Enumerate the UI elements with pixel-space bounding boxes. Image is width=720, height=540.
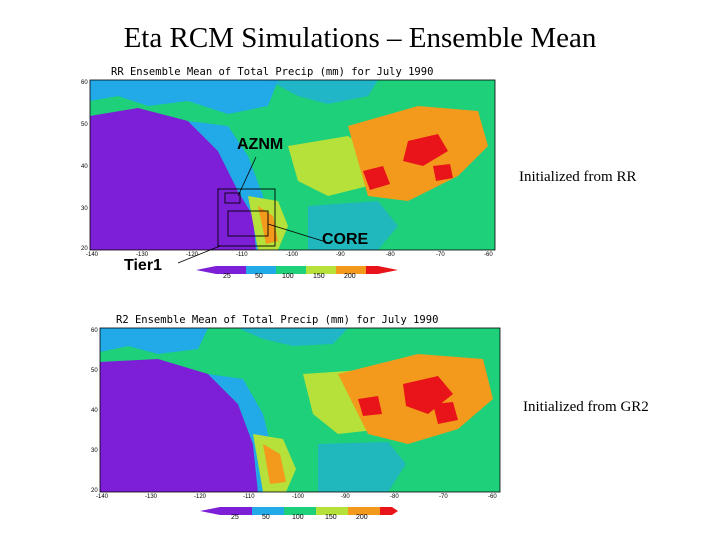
legend-value: 25 — [223, 273, 231, 280]
lat-tick: 40 — [91, 408, 98, 414]
lon-tick: -90 — [336, 252, 345, 258]
lon-tick: -140 — [96, 494, 109, 500]
legend-value: 25 — [231, 514, 239, 521]
lon-tick: -120 — [186, 252, 199, 258]
lon-tick: -110 — [236, 252, 248, 258]
lon-tick: -80 — [390, 494, 399, 500]
lon-tick: -110 — [243, 494, 255, 500]
legend-value: 150 — [313, 273, 325, 280]
color-legend: 25 50 100 150 200 — [196, 266, 398, 280]
panel-caption: R2 Ensemble Mean of Total Precip (mm) fo… — [116, 314, 439, 326]
lat-tick: 30 — [91, 448, 98, 454]
lon-tick: -130 — [145, 494, 158, 500]
lon-tick: -70 — [436, 252, 445, 258]
legend-value: 50 — [262, 514, 270, 521]
legend-value: 50 — [255, 273, 263, 280]
lon-tick: -100 — [292, 494, 305, 500]
color-legend: 25 50 100 150 200 — [200, 507, 398, 521]
tier1-label: Tier1 — [124, 257, 162, 274]
lon-tick: -80 — [386, 252, 395, 258]
lon-tick: -90 — [341, 494, 350, 500]
panel-caption: RR Ensemble Mean of Total Precip (mm) fo… — [111, 66, 434, 78]
lat-tick: 20 — [81, 246, 88, 252]
lat-tick: 50 — [81, 122, 88, 128]
lat-tick: 20 — [91, 488, 98, 494]
lon-tick: -60 — [484, 252, 493, 258]
init-label-gr2: Initialized from GR2 — [523, 399, 649, 415]
lon-tick: -140 — [86, 252, 99, 258]
legend-value: 200 — [344, 273, 356, 280]
slide-title: Eta RCM Simulations – Ensemble Mean — [123, 22, 597, 54]
tier1-box — [217, 188, 276, 247]
lon-tick: -130 — [136, 252, 149, 258]
map-panel-rr: RR Ensemble Mean of Total Precip (mm) fo… — [78, 66, 508, 281]
core-leader — [267, 223, 327, 243]
aznm-label: AZNM — [237, 136, 284, 153]
lat-tick: 50 — [91, 368, 98, 374]
lon-tick: -60 — [488, 494, 497, 500]
aznm-leader — [237, 156, 257, 197]
lon-tick: -100 — [286, 252, 299, 258]
legend-value: 200 — [356, 514, 368, 521]
lat-tick: 60 — [91, 328, 98, 334]
lat-tick: 40 — [81, 164, 88, 170]
lat-tick: 60 — [81, 80, 88, 86]
map-panel-r2: R2 Ensemble Mean of Total Precip (mm) fo… — [88, 314, 518, 524]
lon-tick: -120 — [194, 494, 207, 500]
legend-value: 150 — [325, 514, 337, 521]
lat-tick: 30 — [81, 206, 88, 212]
lon-tick: -70 — [439, 494, 448, 500]
legend-value: 100 — [282, 273, 294, 280]
core-box — [227, 210, 269, 237]
init-label-rr: Initialized from RR — [519, 169, 637, 185]
legend-value: 100 — [292, 514, 304, 521]
tier1-leader — [177, 245, 221, 264]
core-label: CORE — [322, 231, 369, 248]
precip-map: 60 50 40 30 20 -140 -130 -120 -110 -100 … — [91, 327, 501, 521]
aznm-box — [224, 192, 241, 204]
precip-map: 60 50 40 30 20 -140 -130 -120 -110 -100 … — [81, 79, 496, 280]
